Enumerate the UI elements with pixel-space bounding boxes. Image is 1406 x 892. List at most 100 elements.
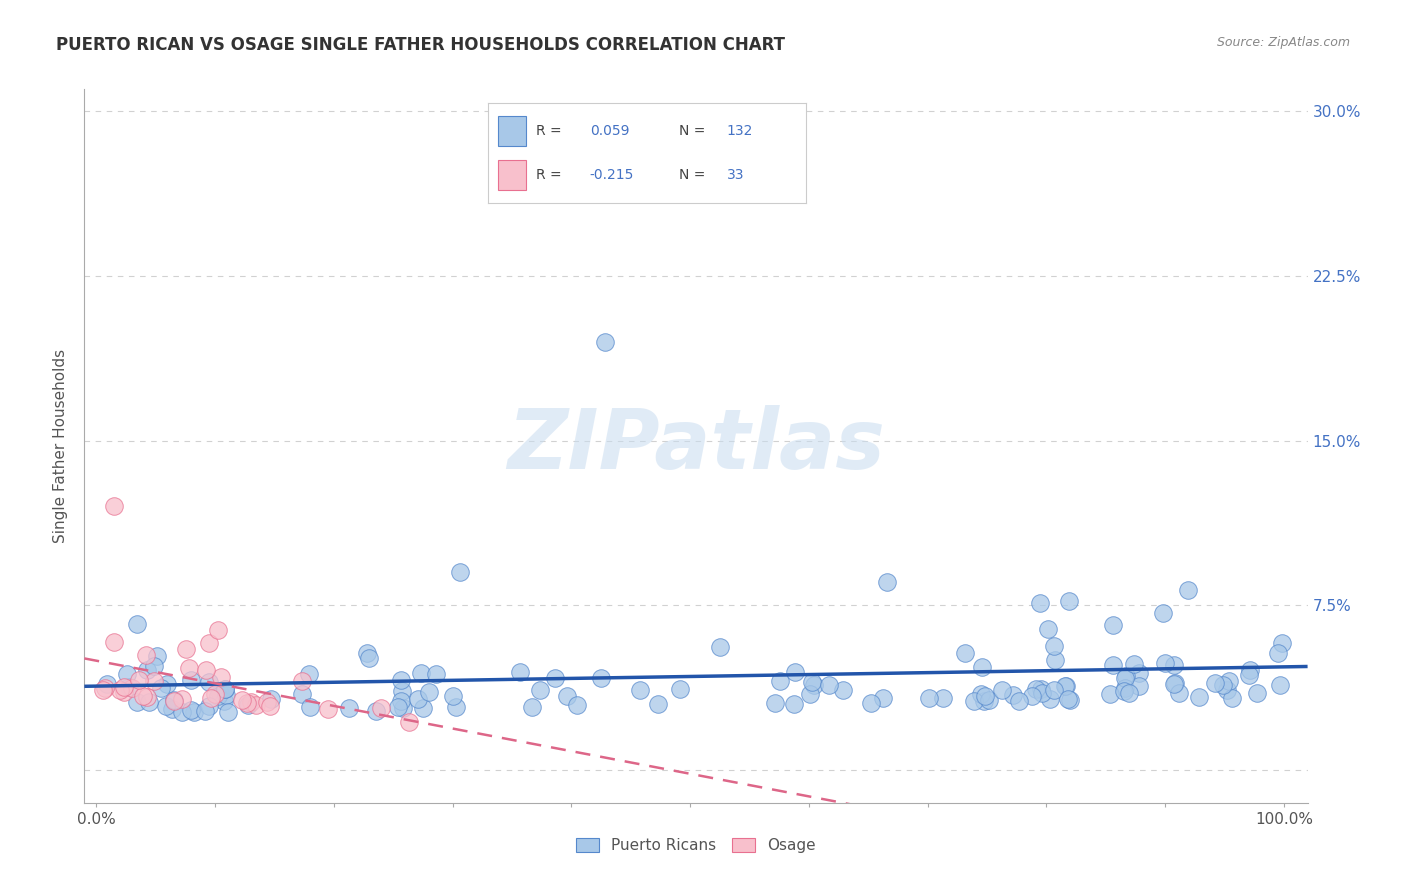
Point (260, 692, 283, 706)
Point (409, 666, 432, 681)
Point (135, 648, 157, 662)
Point (200, 690, 222, 705)
Point (231, 693, 253, 707)
Point (799, 687, 821, 701)
Point (1212, 678, 1234, 692)
Point (391, 684, 413, 698)
Point (1177, 582, 1199, 597)
Point (209, 686, 232, 700)
Point (214, 694, 236, 708)
Point (256, 695, 278, 709)
Legend: Puerto Ricans, Osage: Puerto Ricans, Osage (571, 832, 821, 859)
Point (204, 687, 226, 701)
Point (974, 689, 997, 703)
Point (146, 649, 169, 664)
Point (291, 673, 314, 688)
Point (125, 695, 148, 709)
Point (370, 701, 392, 715)
Point (742, 169, 765, 184)
Point (1167, 686, 1189, 700)
Point (446, 699, 468, 714)
Point (103, 635, 125, 649)
Point (803, 678, 825, 692)
Point (91, 683, 114, 698)
Point (207, 689, 229, 703)
Point (709, 640, 731, 654)
Point (668, 681, 690, 696)
Point (800, 675, 823, 690)
Point (1163, 676, 1185, 690)
Point (1059, 594, 1081, 608)
Point (990, 683, 1012, 698)
Point (1029, 596, 1052, 610)
Point (1029, 681, 1052, 696)
Point (156, 677, 179, 691)
Point (1114, 681, 1136, 695)
Point (970, 660, 993, 674)
Point (183, 705, 205, 719)
Point (112, 680, 135, 694)
Point (769, 673, 792, 688)
Point (1204, 676, 1226, 690)
Point (259, 699, 281, 714)
Point (291, 687, 314, 701)
Point (214, 681, 236, 696)
Point (94, 681, 117, 696)
Point (1114, 671, 1136, 685)
Point (337, 701, 360, 715)
Point (163, 693, 186, 707)
Point (1114, 683, 1136, 698)
Point (1128, 666, 1150, 681)
Point (163, 694, 186, 708)
Point (1216, 682, 1239, 697)
Point (103, 500, 125, 514)
Point (763, 697, 786, 711)
Point (197, 674, 219, 689)
Point (529, 682, 551, 697)
Point (1128, 679, 1150, 693)
Text: ZIPatlas: ZIPatlas (508, 406, 884, 486)
Point (872, 691, 894, 706)
Point (1042, 683, 1064, 698)
Point (1054, 679, 1077, 693)
Point (832, 682, 855, 697)
Point (1002, 689, 1025, 703)
Point (143, 673, 166, 688)
Point (1031, 686, 1053, 700)
Point (970, 687, 993, 701)
Point (236, 698, 259, 712)
Point (214, 681, 236, 696)
Point (177, 661, 200, 675)
Point (406, 692, 429, 706)
Point (1122, 657, 1144, 672)
Point (1188, 690, 1211, 704)
Point (180, 703, 202, 717)
Point (955, 646, 977, 660)
Point (441, 689, 464, 703)
Point (215, 688, 238, 702)
Point (298, 667, 321, 681)
Point (132, 690, 155, 704)
Point (356, 646, 378, 660)
Point (299, 699, 322, 714)
Point (387, 700, 409, 714)
Text: PUERTO RICAN VS OSAGE SINGLE FATHER HOUSEHOLDS CORRELATION CHART: PUERTO RICAN VS OSAGE SINGLE FATHER HOUS… (56, 36, 785, 54)
Point (1059, 692, 1081, 706)
Point (318, 702, 340, 716)
Point (392, 701, 415, 715)
Point (217, 705, 239, 719)
Text: Source: ZipAtlas.com: Source: ZipAtlas.com (1216, 36, 1350, 49)
Y-axis label: Single Father Households: Single Father Households (53, 349, 69, 543)
Point (1008, 694, 1031, 708)
Point (565, 698, 588, 713)
Point (1057, 692, 1080, 706)
Point (209, 670, 232, 684)
Point (136, 663, 159, 677)
Point (1267, 647, 1289, 661)
Point (1039, 691, 1062, 706)
Point (1025, 682, 1047, 697)
Point (138, 694, 160, 708)
Point (1099, 687, 1122, 701)
Point (520, 699, 543, 714)
Point (108, 683, 131, 698)
